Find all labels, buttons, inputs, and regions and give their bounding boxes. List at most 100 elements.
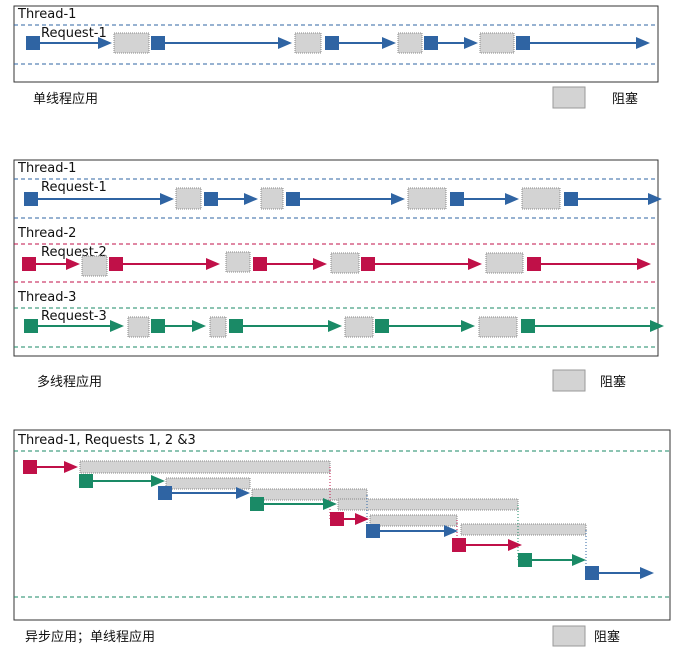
request-label: Request-1 [41, 180, 107, 195]
blocked-block [330, 252, 360, 274]
step-square [204, 192, 218, 206]
step-square [286, 192, 300, 206]
arrow-head [444, 525, 458, 537]
blocked-block [521, 187, 561, 210]
legend-label: 阻塞 [600, 374, 626, 390]
timeline-row [24, 316, 664, 338]
step-square [516, 36, 530, 50]
step-square [79, 474, 93, 488]
blocked-block [369, 514, 458, 527]
step-square [521, 319, 535, 333]
thread-label: Thread-1 [17, 161, 76, 176]
request-label: Request-1 [41, 26, 107, 41]
step-square [330, 512, 344, 526]
blocked-block [81, 255, 108, 277]
arrow-head [278, 37, 292, 49]
step-square [253, 257, 267, 271]
step-square [158, 486, 172, 500]
arrow-head [382, 37, 396, 49]
legend-label: 阻塞 [612, 91, 638, 107]
step-square [518, 553, 532, 567]
blocked-block [337, 498, 519, 511]
arrow-head [636, 37, 650, 49]
arrow-head [572, 554, 586, 566]
panel-multi-thread: Thread-1 Thread-2 Thread-3 Request-1 Req… [13, 159, 664, 392]
step-square [24, 319, 38, 333]
arrow-head [151, 475, 165, 487]
arrow-head [110, 320, 124, 332]
legend-swatch [552, 625, 586, 647]
blocked-block [225, 251, 251, 273]
arrow-head [313, 258, 327, 270]
panel-frame [13, 5, 659, 83]
legend-swatch [552, 86, 586, 109]
panel-caption: 单线程应用 [33, 91, 98, 107]
step-square [585, 566, 599, 580]
arrow-head [637, 258, 651, 270]
step-square [424, 36, 438, 50]
arrow-head [160, 193, 174, 205]
thread-label: Thread-3 [17, 290, 76, 305]
blocked-block [478, 316, 518, 338]
arrow-head [98, 37, 112, 49]
arrow-head [244, 193, 258, 205]
arrow-head [464, 37, 478, 49]
step-square [109, 257, 123, 271]
arrow-head [192, 320, 206, 332]
arrow-head [505, 193, 519, 205]
step-square [452, 538, 466, 552]
blocked-block [344, 316, 374, 338]
step-square [325, 36, 339, 50]
panel-caption: 异步应用；单线程应用 [25, 629, 155, 645]
arrow-head [468, 258, 482, 270]
arrow-head [391, 193, 405, 205]
arrow-head [650, 320, 664, 332]
timeline-row [24, 187, 662, 210]
blocked-block [209, 316, 227, 338]
legend-swatch [552, 369, 586, 392]
arrow-head [328, 320, 342, 332]
step-square [151, 319, 165, 333]
panel-caption: 多线程应用 [37, 374, 102, 390]
legend-label: 阻塞 [594, 629, 620, 645]
step-square [564, 192, 578, 206]
arrow-head [648, 193, 662, 205]
step-square [24, 192, 38, 206]
blocked-block [251, 488, 368, 501]
arrow-head [206, 258, 220, 270]
timeline-row [26, 32, 650, 54]
request-label: Request-3 [41, 309, 107, 324]
blocked-block [485, 252, 524, 274]
step-square [527, 257, 541, 271]
blocked-block [79, 460, 331, 474]
thread-label: Thread-1 [17, 7, 76, 22]
blocked-block [113, 32, 150, 54]
arrow-head [355, 513, 369, 525]
thread-label: Thread-1, Requests 1, 2 &3 [17, 433, 196, 448]
step-square [375, 319, 389, 333]
thread-label: Thread-2 [17, 226, 76, 241]
blocked-block [127, 316, 150, 338]
arrow-head [640, 567, 654, 579]
panel-async: Thread-1, Requests 1, 2 &3 异步应用；单线程应用 阻塞 [13, 429, 671, 647]
step-square [151, 36, 165, 50]
blocked-block [460, 523, 587, 536]
blocked-block [479, 32, 515, 54]
arrow-head [508, 539, 522, 551]
blocked-block [165, 477, 251, 490]
async-flow [23, 460, 654, 580]
step-square [23, 460, 37, 474]
arrow-head [66, 258, 80, 270]
blocked-block [407, 187, 447, 210]
arrow-head [323, 498, 337, 510]
panel-frame [13, 159, 659, 357]
blocked-block [175, 187, 202, 210]
panel-single-thread: Thread-1 Request-1 单线程应用 阻塞 [13, 5, 659, 109]
step-square [366, 524, 380, 538]
arrow-head [236, 487, 250, 499]
arrow-head [64, 461, 78, 473]
blocked-block [397, 32, 423, 54]
step-square [250, 497, 264, 511]
blocked-block [260, 187, 284, 210]
